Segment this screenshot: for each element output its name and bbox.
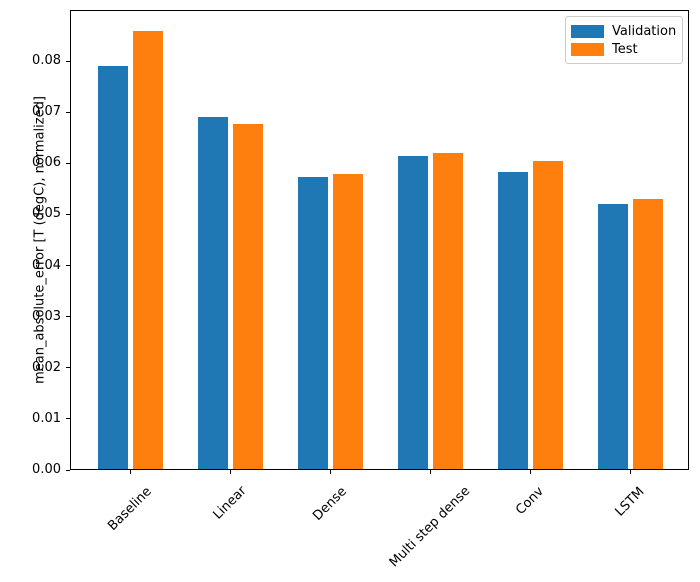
plot-area <box>70 10 689 470</box>
legend-label-test: Test <box>612 41 638 57</box>
x-tick-mark <box>629 470 631 474</box>
legend-item-test: Test <box>571 40 676 58</box>
legend: Validation Test <box>565 16 683 64</box>
legend-swatch-test <box>571 42 604 56</box>
y-tick-mark <box>66 162 70 164</box>
y-tick-mark <box>66 316 70 318</box>
x-tick-mark <box>129 470 131 474</box>
bar-test-linear <box>232 124 263 469</box>
y-tick-mark <box>66 111 70 113</box>
x-tick-label: Dense <box>310 483 350 524</box>
y-tick-mark <box>66 469 70 471</box>
y-tick-label: 0.03 <box>32 308 61 324</box>
y-tick-label: 0.06 <box>32 155 61 171</box>
y-tick-mark <box>66 418 70 420</box>
x-tick-label: LSTM <box>612 484 648 520</box>
bar-test-conv <box>532 161 563 469</box>
y-tick-label: 0.01 <box>32 410 61 426</box>
y-tick-label: 0.05 <box>32 206 61 222</box>
legend-label-validation: Validation <box>612 23 677 39</box>
y-tick-mark <box>66 60 70 62</box>
y-tick-label: 0.02 <box>32 359 61 375</box>
bar-validation-lstm <box>597 203 628 469</box>
legend-swatch-validation <box>571 24 604 38</box>
y-tick-label: 0.08 <box>32 53 61 69</box>
bar-test-lstm <box>632 198 663 469</box>
y-tick-label: 0.07 <box>32 104 61 120</box>
bar-test-dense <box>332 174 363 469</box>
x-tick-mark <box>529 470 531 474</box>
x-tick-mark <box>329 470 331 474</box>
bar-validation-multi-step-dense <box>397 155 428 469</box>
x-tick-label: Linear <box>210 483 250 524</box>
bar-validation-dense <box>297 177 328 469</box>
y-tick-label: 0.00 <box>32 462 61 477</box>
bar-validation-linear <box>197 116 228 469</box>
y-tick-mark <box>66 367 70 369</box>
x-tick-label: Baseline <box>105 483 155 534</box>
y-tick-label: 0.04 <box>32 257 61 273</box>
legend-item-validation: Validation <box>571 22 676 40</box>
bar-test-multi-step-dense <box>432 153 463 469</box>
y-tick-mark <box>66 213 70 215</box>
x-tick-label: Multi step dense <box>386 483 474 571</box>
y-axis-title: mean_absolute_error [T (degC), normalize… <box>32 96 48 384</box>
y-tick-mark <box>66 265 70 267</box>
bar-test-baseline <box>132 31 163 469</box>
x-tick-mark <box>229 470 231 474</box>
bar-validation-conv <box>497 172 528 469</box>
x-tick-label: Conv <box>513 484 547 518</box>
bar-validation-baseline <box>97 66 128 469</box>
x-tick-mark <box>429 470 431 474</box>
